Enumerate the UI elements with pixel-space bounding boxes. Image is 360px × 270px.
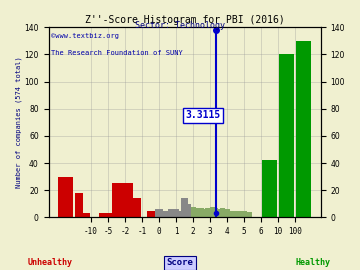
Bar [296,41,311,217]
Bar [188,207,193,217]
Text: ©www.textbiz.org: ©www.textbiz.org [51,33,119,39]
Bar [237,211,242,217]
Bar [168,209,174,217]
Text: Sector: Technology: Sector: Technology [135,21,225,30]
Text: Score: Score [167,258,193,267]
Bar [216,209,221,217]
Bar [225,209,230,217]
Bar [262,160,278,217]
Bar [126,198,141,217]
Bar [155,209,163,217]
Bar [154,211,159,217]
Bar [239,212,244,217]
Bar [171,211,176,217]
Bar [247,212,252,217]
Bar [222,209,227,217]
Bar [190,207,196,217]
Text: 3.3115: 3.3115 [185,110,221,120]
Bar [174,209,179,217]
Bar [233,211,238,217]
Text: Healthy: Healthy [296,258,331,267]
Bar [196,208,201,217]
Bar [213,208,218,217]
Bar [162,211,167,217]
Bar [159,211,164,217]
Bar [279,54,294,217]
Title: Z''-Score Histogram for PBI (2016): Z''-Score Histogram for PBI (2016) [85,15,284,25]
Bar [230,211,235,217]
Bar [99,213,107,217]
Text: Unhealthy: Unhealthy [28,258,73,267]
Bar [203,209,208,217]
Bar [185,204,190,217]
Bar [165,211,170,217]
Bar [176,211,181,217]
Bar [179,211,184,217]
Bar [242,211,247,217]
Text: The Research Foundation of SUNY: The Research Foundation of SUNY [51,50,183,56]
Bar [205,208,210,217]
Bar [227,211,232,217]
Bar [208,208,213,217]
Bar [147,211,154,217]
Bar [199,208,204,217]
Bar [58,177,73,217]
Bar [220,208,225,217]
Bar [193,209,198,217]
Bar [112,183,128,217]
Bar [244,212,249,217]
Bar [75,193,83,217]
Bar [210,207,215,217]
Bar [181,198,189,217]
Bar [104,213,112,217]
Y-axis label: Number of companies (574 total): Number of companies (574 total) [15,56,22,188]
Bar [150,211,158,217]
Bar [82,213,90,217]
Bar [117,183,133,217]
Bar [109,213,117,217]
